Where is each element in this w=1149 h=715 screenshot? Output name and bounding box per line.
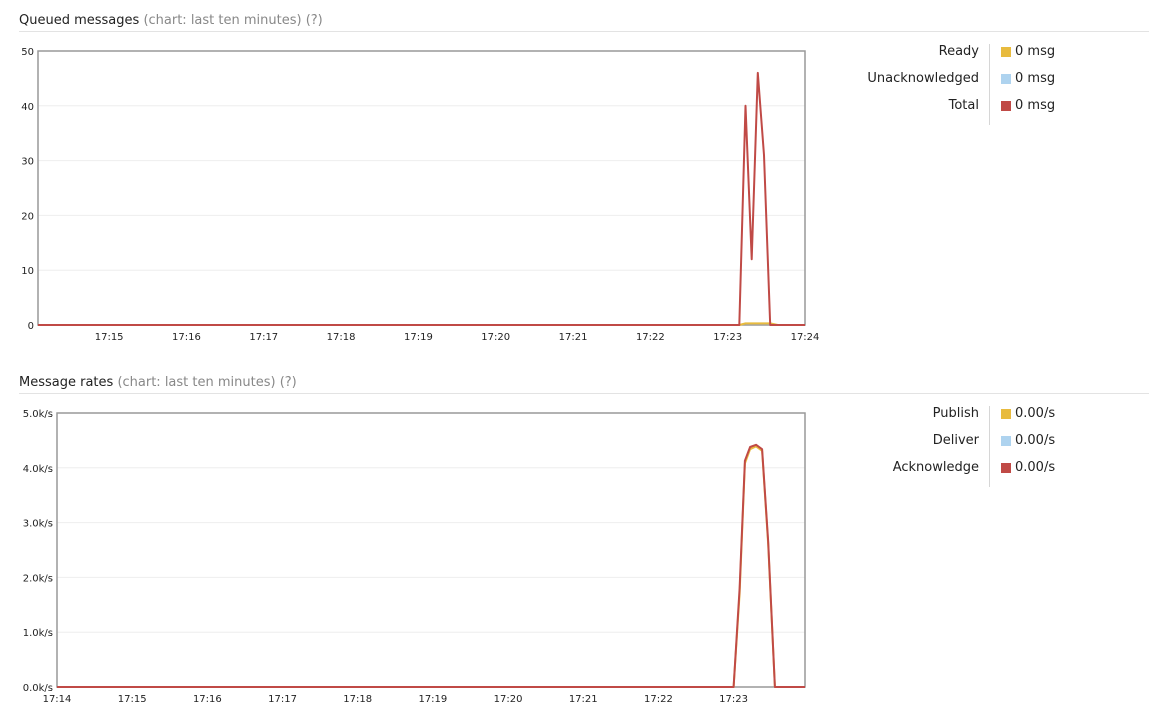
y-tick-label: 40: [21, 102, 34, 113]
x-tick-label: 17:24: [791, 332, 820, 343]
rates-legend: Publish 0.00/s Deliver 0.00/s Acknowledg…: [820, 406, 1120, 487]
plot-frame: [38, 51, 805, 325]
x-tick-label: 17:17: [268, 694, 297, 705]
x-tick-label: 17:23: [719, 694, 748, 705]
y-tick-label: 0: [28, 321, 34, 332]
legend-row-publish: Publish 0.00/s: [820, 406, 1120, 433]
legend-swatch-unacknowledged: [1001, 74, 1011, 84]
queued-messages-chart: 0 10 20 30 40 50 17:15 17:16 17:17 17:18 17:19 17:2…: [0, 0, 820, 360]
legend-label-publish: Publish: [933, 406, 979, 421]
x-tick-label: 17:20: [481, 332, 510, 343]
y-tick-label: 20: [21, 211, 34, 222]
queued-legend: Ready 0 msg Unacknowledged 0 msg Total 0…: [820, 44, 1120, 125]
legend-label-deliver: Deliver: [933, 433, 979, 448]
x-tick-label: 17:21: [569, 694, 598, 705]
legend-swatch-acknowledge: [1001, 463, 1011, 473]
y-tick-label: 10: [21, 266, 34, 277]
x-tick-label: 17:22: [644, 694, 673, 705]
x-tick-label: 17:23: [713, 332, 742, 343]
x-tick-label: 17:17: [249, 332, 278, 343]
legend-label-ready: Ready: [939, 44, 979, 59]
legend-swatch-total: [1001, 101, 1011, 111]
y-tick-label: 4.0k/s: [23, 464, 53, 475]
legend-label-acknowledge: Acknowledge: [893, 460, 979, 475]
y-tick-label: 1.0k/s: [23, 628, 53, 639]
legend-value-ready: 0 msg: [1015, 44, 1055, 59]
y-tick-label: 30: [21, 157, 34, 168]
legend-swatch-ready: [1001, 47, 1011, 57]
plot-frame: [57, 413, 805, 687]
x-tick-label: 17:22: [636, 332, 665, 343]
x-tick-label: 17:15: [118, 694, 147, 705]
y-tick-label: 50: [21, 47, 34, 58]
x-tick-label: 17:20: [494, 694, 523, 705]
legend-swatch-deliver: [1001, 436, 1011, 446]
legend-row-unacknowledged: Unacknowledged 0 msg: [820, 71, 1120, 98]
legend-row-total: Total 0 msg: [820, 98, 1120, 125]
y-tick-label: 3.0k/s: [23, 519, 53, 530]
y-tick-label: 0.0k/s: [23, 683, 53, 694]
x-tick-label: 17:15: [95, 332, 124, 343]
y-tick-label: 5.0k/s: [23, 409, 53, 420]
x-tick-label: 17:16: [193, 694, 222, 705]
x-tick-label: 17:21: [559, 332, 588, 343]
y-tick-label: 2.0k/s: [23, 573, 53, 584]
x-tick-label: 17:18: [327, 332, 356, 343]
x-tick-label: 17:18: [343, 694, 372, 705]
legend-value-total: 0 msg: [1015, 98, 1055, 113]
x-tick-label: 17:19: [418, 694, 447, 705]
legend-swatch-publish: [1001, 409, 1011, 419]
x-tick-label: 17:19: [404, 332, 433, 343]
message-rates-section: Message rates (chart: last ten minutes) …: [0, 362, 1149, 715]
legend-value-unacknowledged: 0 msg: [1015, 71, 1055, 86]
legend-label-total: Total: [949, 98, 979, 113]
x-tick-label: 17:14: [43, 694, 72, 705]
legend-row-ready: Ready 0 msg: [820, 44, 1120, 71]
series-line-total: [38, 73, 805, 325]
legend-label-unacknowledged: Unacknowledged: [867, 71, 979, 86]
legend-value-publish: 0.00/s: [1015, 406, 1055, 421]
queued-messages-section: Queued messages (chart: last ten minutes…: [0, 0, 1149, 360]
legend-value-acknowledge: 0.00/s: [1015, 460, 1055, 475]
legend-row-acknowledge: Acknowledge 0.00/s: [820, 460, 1120, 487]
x-tick-label: 17:16: [172, 332, 201, 343]
message-rates-chart: 0.0k/s 1.0k/s 2.0k/s 3.0k/s 4.0k/s 5.0k/s 17:1…: [0, 362, 820, 715]
series-line-acknowledge: [57, 445, 805, 687]
series-line-publish: [57, 446, 805, 687]
legend-row-deliver: Deliver 0.00/s: [820, 433, 1120, 460]
legend-value-deliver: 0.00/s: [1015, 433, 1055, 448]
